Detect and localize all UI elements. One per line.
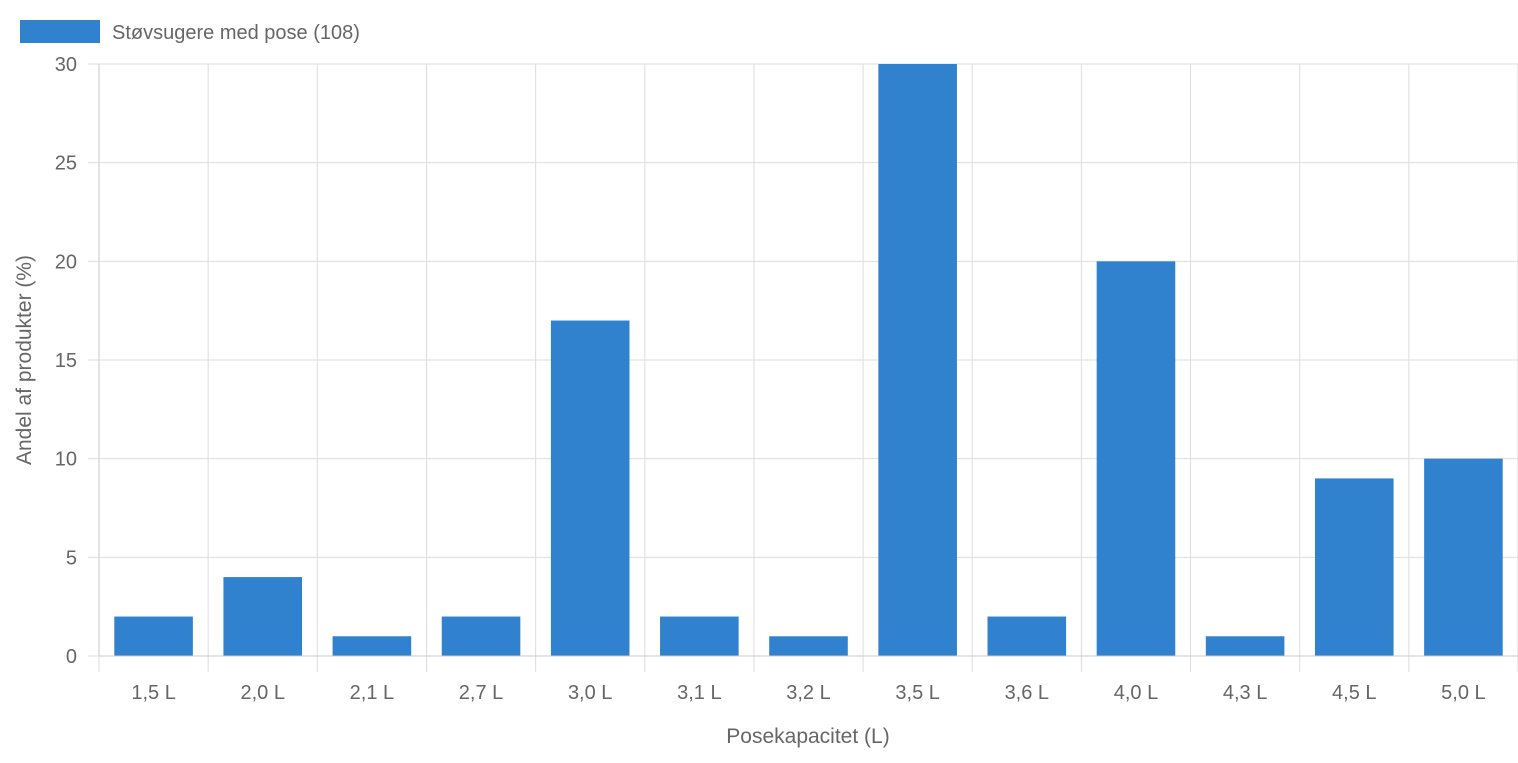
x-tick-label: 3,6 L [1005, 682, 1049, 704]
x-tick-label: 5,0 L [1441, 682, 1485, 704]
bar[interactable] [1205, 636, 1285, 656]
bar[interactable] [332, 636, 412, 656]
legend-label: Støvsugere med pose (108) [112, 22, 360, 44]
x-tick-label: 3,2 L [786, 682, 830, 704]
bar[interactable] [1424, 458, 1503, 656]
x-tick-label: 4,3 L [1223, 682, 1267, 704]
bars [114, 64, 1503, 656]
bar[interactable] [223, 577, 303, 656]
y-tick-label: 0 [66, 646, 77, 668]
x-tick-label: 1,5 L [131, 682, 175, 704]
bar[interactable] [1314, 478, 1394, 656]
y-axis-title: Andel af produkter (%) [13, 255, 36, 465]
bar[interactable] [987, 616, 1067, 656]
legend[interactable]: Støvsugere med pose (108) [20, 20, 360, 44]
bar[interactable] [878, 64, 957, 656]
y-tick-label: 5 [66, 547, 77, 569]
bar[interactable] [114, 616, 193, 656]
bar[interactable] [769, 636, 848, 656]
x-tick-label: 2,0 L [240, 682, 284, 704]
legend-swatch [20, 20, 100, 43]
x-tick-label: 2,7 L [459, 682, 503, 704]
x-tick-label: 4,5 L [1332, 682, 1376, 704]
x-tick-label: 4,0 L [1114, 682, 1158, 704]
y-tick-label: 30 [55, 54, 77, 76]
y-tick-label: 15 [55, 350, 77, 372]
x-tick-label: 3,1 L [677, 682, 721, 704]
bar[interactable] [1096, 261, 1176, 656]
y-tick-label: 20 [55, 251, 77, 273]
bar[interactable] [550, 320, 630, 656]
x-axis-title: Posekapacitet (L) [726, 725, 889, 748]
y-tick-label: 25 [55, 153, 77, 175]
x-tick-label: 2,1 L [350, 682, 394, 704]
grid-lines [88, 63, 1518, 672]
bar[interactable] [441, 616, 521, 656]
axes: 0 5 10 15 20 25 30 1,5 L 2,0 L 2,1 L 2,7 L 3,0 L 3,1… [55, 54, 1518, 704]
x-tick-label: 3,0 L [568, 682, 612, 704]
x-tick-label: 3,5 L [895, 682, 939, 704]
bar[interactable] [660, 616, 739, 656]
y-tick-label: 10 [55, 449, 77, 471]
